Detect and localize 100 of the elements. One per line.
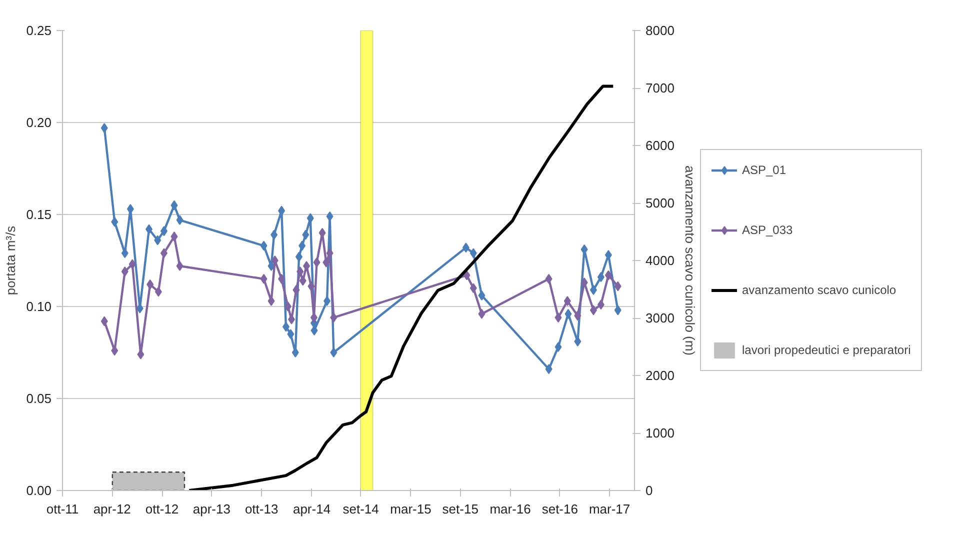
point <box>308 281 315 292</box>
point <box>299 276 306 286</box>
point <box>100 123 108 134</box>
point <box>604 270 612 280</box>
y2-tick-label: 3000 <box>646 310 674 326</box>
y2-tick-label: 5000 <box>646 196 674 210</box>
y2-axis-title: avanzamento scavo cunicolo (m) <box>682 165 698 356</box>
legend-label: avanzamento scavo cunicolo <box>742 283 896 297</box>
point <box>121 248 128 258</box>
point <box>100 316 108 326</box>
point <box>160 226 168 236</box>
point <box>462 242 470 253</box>
point <box>478 308 486 319</box>
y2-tick-label: 6000 <box>646 138 674 153</box>
point <box>296 266 304 277</box>
point <box>271 256 278 266</box>
point <box>154 286 162 297</box>
point <box>318 228 326 238</box>
point <box>574 310 582 321</box>
y2-tick-label: 1000 <box>646 426 674 440</box>
point <box>170 200 178 210</box>
point <box>313 257 320 268</box>
point <box>545 274 552 284</box>
point <box>160 248 168 258</box>
point <box>597 300 604 310</box>
point <box>590 305 597 316</box>
x-tick-label: set-14 <box>342 502 379 516</box>
x-tick-label: mar-15 <box>390 502 432 516</box>
y-axis-title: portata m³/s <box>3 225 18 296</box>
point <box>306 213 314 224</box>
point <box>296 252 303 262</box>
point <box>170 232 178 242</box>
x-tick-label: apr-13 <box>192 502 230 516</box>
point <box>564 308 572 319</box>
y2-tick-label: 0 <box>646 483 653 498</box>
point <box>604 250 612 260</box>
point <box>310 312 318 323</box>
point <box>284 302 292 312</box>
point <box>278 206 286 216</box>
y-tick-label: 0.25 <box>26 23 52 38</box>
point <box>260 274 268 284</box>
x-tick-label: mar-16 <box>490 502 531 516</box>
legend-label: ASP_033 <box>742 223 793 237</box>
point <box>564 296 571 306</box>
point <box>590 284 597 295</box>
line-series <box>188 84 615 490</box>
point <box>121 266 128 277</box>
x-tick-label: apr-12 <box>93 502 131 516</box>
point <box>478 290 486 300</box>
x-tick-label: mar-17 <box>588 502 630 516</box>
point <box>298 240 306 251</box>
x-tick-label: ott-13 <box>244 502 278 516</box>
x-tick-label: set-15 <box>442 502 478 516</box>
point <box>326 211 334 222</box>
point <box>278 274 286 284</box>
y-tick-label: 0.10 <box>26 299 52 314</box>
point <box>126 204 134 214</box>
point <box>470 283 477 294</box>
point <box>292 348 299 358</box>
point <box>270 230 278 240</box>
point <box>597 272 604 282</box>
point <box>554 312 562 323</box>
y2-tick-label: 7000 <box>646 80 674 96</box>
point <box>268 261 275 272</box>
point <box>260 240 268 251</box>
point <box>292 284 300 295</box>
point <box>322 257 330 268</box>
point <box>324 296 331 306</box>
point <box>463 270 470 280</box>
point <box>614 281 622 292</box>
y-tick-label: 0.15 <box>26 207 52 222</box>
point <box>154 235 162 246</box>
point <box>128 259 136 270</box>
point <box>111 216 118 227</box>
y-tick-label: 0.00 <box>26 483 52 498</box>
point <box>302 230 310 240</box>
point <box>330 312 338 323</box>
legend-label: ASP_01 <box>742 163 786 177</box>
x-tick-label: set-16 <box>542 502 578 516</box>
point <box>545 364 552 374</box>
point <box>470 248 477 258</box>
y2-tick-label: 2000 <box>646 368 674 383</box>
point <box>554 342 562 352</box>
point <box>330 348 338 358</box>
point <box>176 261 184 272</box>
point <box>580 244 588 254</box>
y2-tick-label: 4000 <box>646 253 674 268</box>
point <box>282 322 290 332</box>
point <box>176 215 184 226</box>
y-tick-label: 0.05 <box>26 391 52 406</box>
point <box>146 279 154 290</box>
point <box>146 224 153 234</box>
point <box>287 329 294 340</box>
legend-label: lavori propedeutici e preparatori <box>742 343 911 357</box>
point <box>580 278 588 288</box>
x-tick-label: apr-14 <box>292 502 331 516</box>
point <box>614 305 622 316</box>
x-tick-label: ott-12 <box>145 502 179 516</box>
y2-tick-label: 8000 <box>646 23 674 38</box>
y-tick-label: 0.20 <box>26 115 52 130</box>
